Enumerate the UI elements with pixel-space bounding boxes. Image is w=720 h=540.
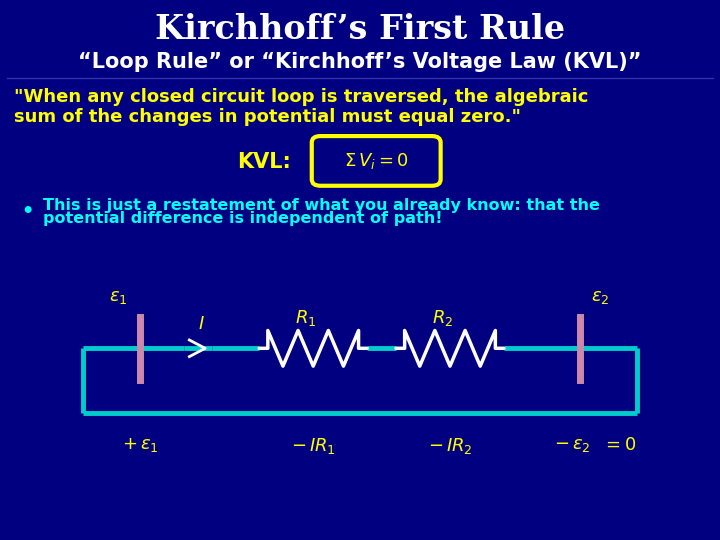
Text: sum of the changes in potential must equal zero.": sum of the changes in potential must equ…: [14, 107, 521, 126]
Text: $R_1$: $R_1$: [295, 308, 317, 328]
Text: "When any closed circuit loop is traversed, the algebraic: "When any closed circuit loop is travers…: [14, 88, 589, 106]
Text: $I$: $I$: [198, 315, 205, 333]
Text: Kirchhoff’s First Rule: Kirchhoff’s First Rule: [155, 13, 565, 46]
Text: $\Sigma\,V_i = 0$: $\Sigma\,V_i = 0$: [344, 151, 408, 171]
Text: $R_2$: $R_2$: [432, 308, 454, 328]
Text: “Loop Rule” or “Kirchhoff’s Voltage Law (KVL)”: “Loop Rule” or “Kirchhoff’s Voltage Law …: [78, 52, 642, 72]
Text: $= 0$: $= 0$: [602, 436, 636, 454]
Text: $-\, IR_1$: $-\, IR_1$: [291, 436, 336, 456]
Text: KVL:: KVL:: [238, 152, 292, 172]
Text: This is just a restatement of what you already know: that the: This is just a restatement of what you a…: [43, 198, 600, 213]
Text: •: •: [22, 202, 34, 221]
Text: $+ \,\varepsilon_1$: $+ \,\varepsilon_1$: [122, 436, 158, 454]
Text: potential difference is independent of path!: potential difference is independent of p…: [43, 211, 443, 226]
FancyBboxPatch shape: [312, 136, 441, 186]
Text: $\varepsilon_1$: $\varepsilon_1$: [109, 288, 128, 306]
Text: $-\, IR_2$: $-\, IR_2$: [428, 436, 472, 456]
Text: $-\,\varepsilon_2$: $-\,\varepsilon_2$: [554, 436, 590, 454]
Text: $\varepsilon_2$: $\varepsilon_2$: [590, 288, 609, 306]
